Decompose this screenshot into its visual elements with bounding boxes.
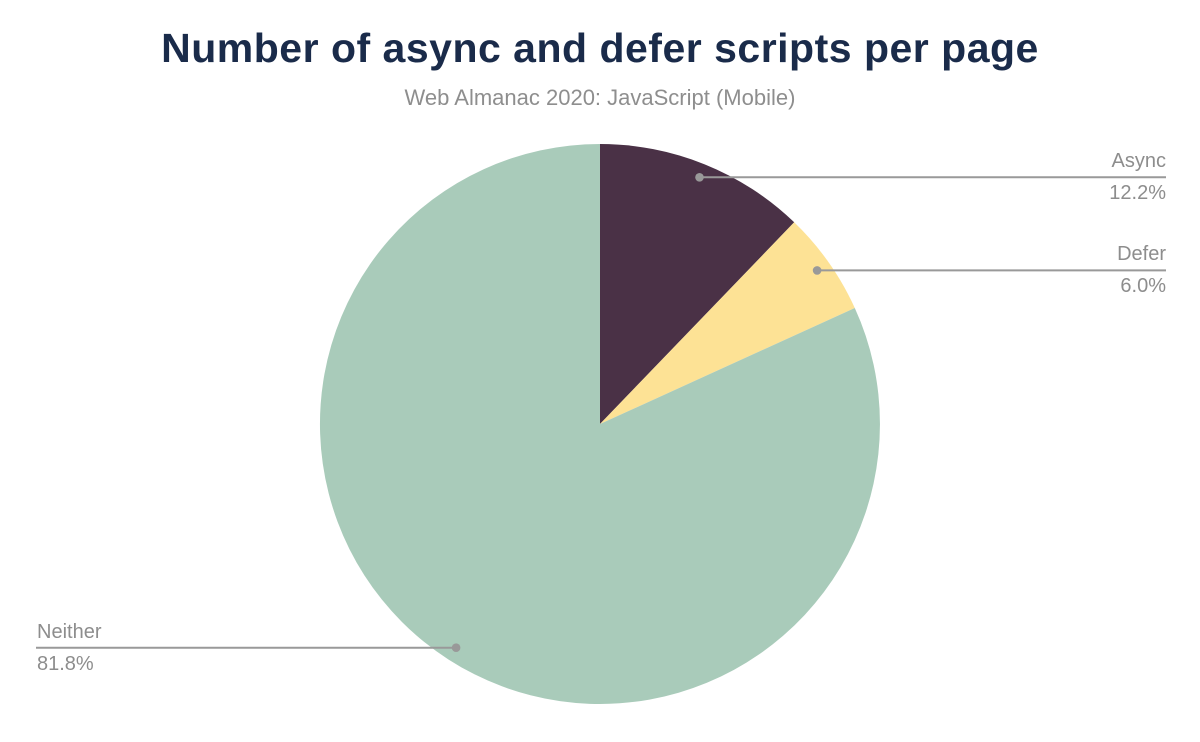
pie-slice-async[interactable]	[600, 144, 795, 424]
slice-label-neither: Neither	[37, 621, 102, 643]
callout-async: Async 12.2%	[1109, 149, 1166, 205]
slice-value-async: 12.2%	[1109, 182, 1166, 204]
callout-defer: Defer 6.0%	[1117, 242, 1166, 298]
slice-label-defer: Defer	[1117, 243, 1166, 265]
pie-slice-defer[interactable]	[600, 222, 855, 424]
chart-title: Number of async and defer scripts per pa…	[161, 25, 1039, 71]
leader-dot-async	[695, 173, 704, 182]
callout-neither: Neither 81.8%	[37, 620, 101, 676]
slice-value-defer: 6.0%	[1120, 275, 1166, 297]
slice-value-neither: 81.8%	[37, 653, 94, 675]
slice-label-async: Async	[1111, 150, 1166, 172]
leader-dot-defer	[812, 266, 822, 275]
chart-subtitle: Web Almanac 2020: JavaScript (Mobile)	[404, 85, 796, 110]
pie-slice-neither[interactable]	[319, 144, 880, 704]
leader-dot-neither	[451, 643, 461, 652]
